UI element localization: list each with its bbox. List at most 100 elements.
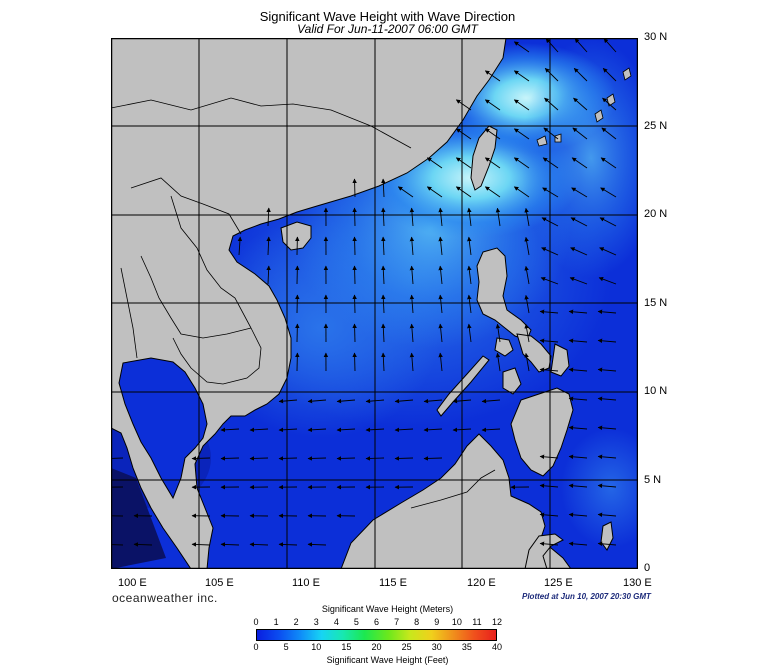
wave-arrow: [539, 541, 559, 547]
lon-label-100e: 100 E: [118, 577, 147, 589]
wave-arrow: [568, 309, 588, 315]
wave-arrow: [111, 457, 124, 459]
wave-arrow: [524, 323, 530, 343]
wave-arrow: [191, 456, 211, 461]
wave-arrow: [571, 187, 588, 198]
land-mindanao: [510, 387, 574, 477]
wave-arrow: [438, 236, 443, 256]
wave-arrow: [571, 157, 588, 169]
wave-arrow: [597, 396, 617, 402]
wave-arrow: [513, 99, 530, 111]
wave-arrow: [539, 483, 559, 489]
wave-arrow: [237, 236, 243, 256]
wave-arrow: [266, 236, 271, 256]
feet-tick: 0: [253, 642, 259, 652]
lon-label-120e: 120 E: [467, 577, 496, 589]
wave-arrow: [597, 338, 617, 344]
feet-tick: 5: [283, 642, 289, 652]
wave-arrow: [568, 396, 588, 402]
wave-arrow: [544, 97, 559, 111]
wave-arrow: [381, 265, 386, 285]
wave-arrow: [365, 427, 385, 433]
wave-arrow: [278, 456, 298, 461]
meter-tick: 2: [293, 617, 299, 627]
map-title: Significant Wave Height with Wave Direct…: [259, 9, 516, 24]
wave-arrow: [524, 352, 530, 372]
wave-arrow: [381, 178, 386, 198]
wave-arrow: [452, 398, 472, 404]
wave-arrow: [409, 207, 415, 227]
wave-arrow: [426, 186, 443, 198]
wave-arrow: [572, 127, 588, 140]
wave-arrow: [539, 512, 559, 518]
wave-arrow: [599, 217, 617, 227]
wave-arrow: [455, 99, 472, 111]
wave-arrow: [438, 323, 443, 343]
lat-label-20n: 20 N: [644, 208, 668, 220]
wave-arrow: [524, 207, 530, 227]
wave-height-map: [111, 38, 638, 569]
wave-arrow: [573, 97, 588, 111]
land-palawan: [436, 355, 490, 417]
wave-arrow: [513, 70, 530, 82]
land-hainan: [280, 221, 312, 251]
wave-arrow: [513, 41, 530, 53]
wave-arrow: [336, 456, 356, 461]
wave-arrow: [249, 456, 269, 461]
wave-arrow: [602, 97, 617, 111]
wave-arrow: [423, 398, 443, 404]
wave-arrow: [381, 294, 386, 314]
wave-arrow: [597, 309, 617, 315]
wave-arrow: [597, 541, 617, 547]
wave-arrow: [381, 207, 386, 227]
lat-lon-grid: [111, 38, 638, 569]
wave-arrow: [352, 178, 357, 198]
land-mainland: [111, 38, 507, 569]
wave-arrow: [409, 352, 415, 372]
wave-arrow: [542, 157, 559, 169]
wave-arrow: [307, 427, 327, 433]
wave-arrow: [352, 236, 357, 256]
wave-arrow: [455, 128, 472, 140]
wave-arrow: [539, 309, 559, 315]
wave-arrow: [278, 542, 298, 547]
meter-tick: 5: [353, 617, 359, 627]
wave-arrow: [513, 157, 530, 169]
lat-label-15n: 15 N: [644, 297, 668, 309]
wave-arrow: [481, 427, 501, 433]
wave-arrow: [513, 186, 530, 198]
wave-arrow: [467, 294, 472, 314]
wave-arrow: [438, 207, 443, 227]
wave-arrow: [544, 67, 559, 82]
wave-arrow: [467, 265, 472, 285]
wave-arrow: [568, 367, 588, 373]
wave-arrow: [336, 398, 356, 404]
wave-arrow: [542, 187, 559, 198]
scale-title-meters: Significant Wave Height (Meters): [321, 604, 454, 614]
meter-tick: 10: [451, 617, 462, 627]
wave-arrow: [426, 157, 443, 169]
wave-arrow: [133, 542, 153, 547]
meter-tick: 11: [472, 617, 482, 627]
meter-tick: 6: [373, 617, 379, 627]
lon-label-115e: 115 E: [379, 577, 407, 589]
wave-arrow: [220, 456, 240, 461]
wave-arrow: [484, 99, 501, 111]
wave-arrow: [484, 128, 501, 140]
meter-tick: 7: [394, 617, 400, 627]
wave-arrow: [600, 187, 617, 198]
map-subtitle: Valid For Jun-11-2007 06:00 GMT: [297, 22, 478, 36]
wave-arrow: [394, 398, 414, 404]
wave-arrow: [249, 542, 269, 547]
wave-arrow: [438, 294, 443, 314]
wave-arrow: [568, 483, 588, 489]
wave-arrow: [423, 427, 443, 433]
wave-arrow: [278, 398, 298, 404]
feet-tick: 20: [371, 642, 382, 652]
wave-arrow: [495, 323, 501, 343]
wave-arrow: [336, 427, 356, 433]
wave-arrow: [574, 38, 588, 53]
wave-arrow: [570, 217, 588, 227]
scale-title-feet: Significant Wave Height (Feet): [326, 655, 449, 665]
wave-arrow: [397, 186, 414, 198]
